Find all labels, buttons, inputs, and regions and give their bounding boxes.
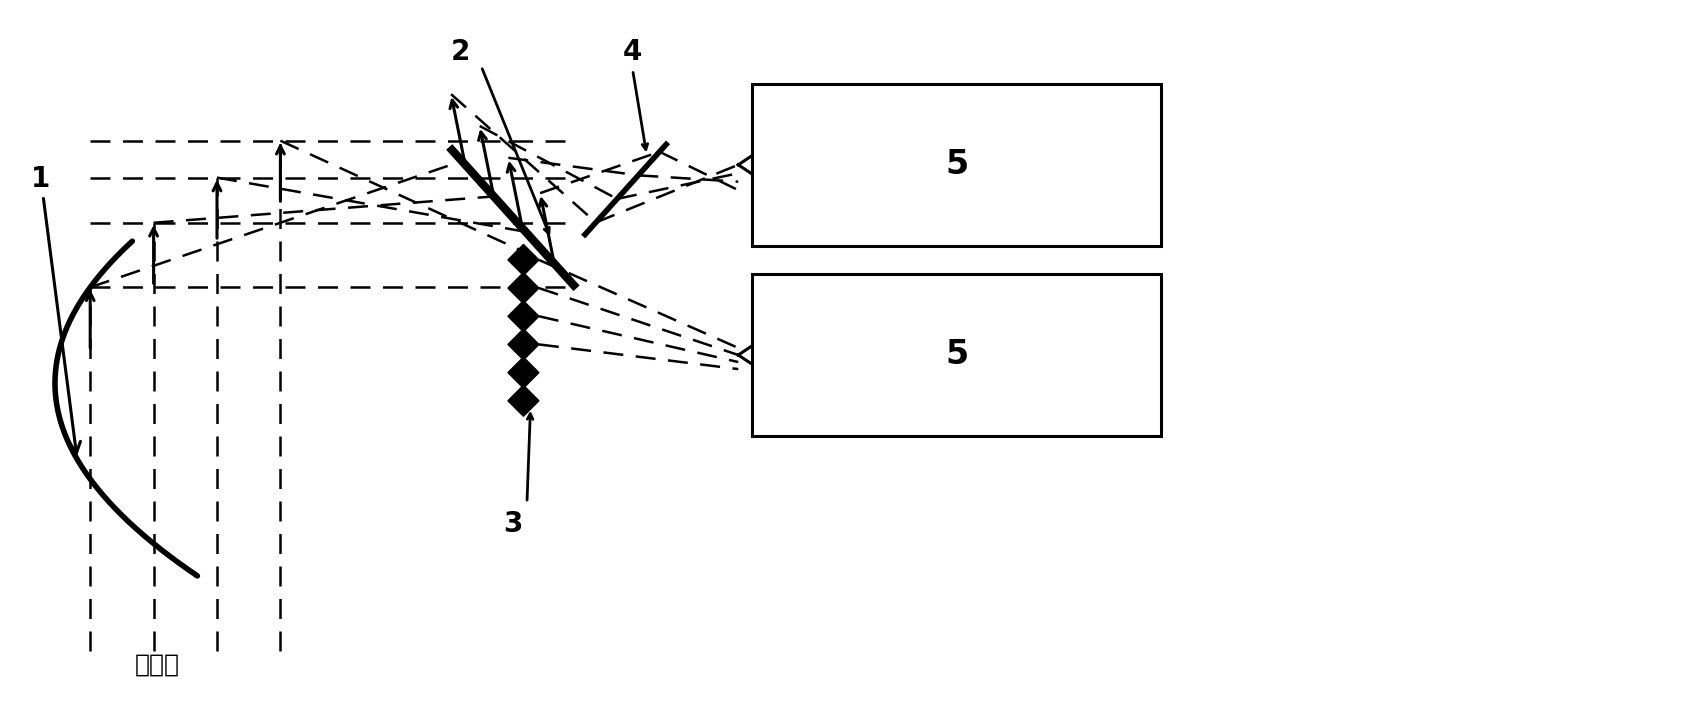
Polygon shape [507, 273, 540, 304]
Text: 入射流: 入射流 [134, 653, 180, 677]
Text: 1: 1 [31, 165, 80, 453]
Text: 3: 3 [504, 510, 523, 538]
Polygon shape [507, 244, 540, 275]
Polygon shape [507, 386, 540, 416]
Polygon shape [507, 301, 540, 332]
Text: 4: 4 [623, 38, 642, 66]
Text: 5: 5 [945, 339, 968, 371]
Text: 5: 5 [945, 148, 968, 181]
Polygon shape [507, 329, 540, 360]
Text: 2: 2 [451, 38, 470, 66]
Polygon shape [507, 357, 540, 388]
Bar [752, 84, 1161, 246]
Bar [752, 274, 1161, 436]
